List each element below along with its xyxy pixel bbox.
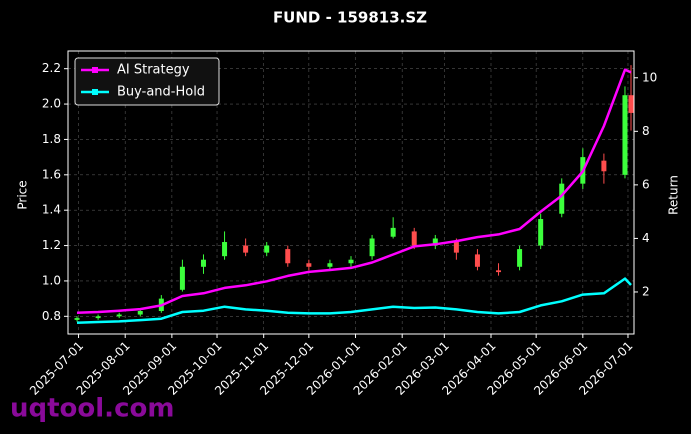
candle-body	[95, 316, 101, 319]
candle-body	[496, 270, 502, 273]
y-tick-label: 1.0	[42, 273, 61, 287]
plot-frame	[67, 50, 635, 335]
y2-tick-label: 10	[642, 70, 657, 84]
candle-body	[137, 311, 143, 315]
candle-body	[474, 254, 480, 267]
candle-body	[538, 219, 544, 246]
y2-tick-label: 2	[642, 284, 650, 298]
legend-box	[74, 57, 220, 106]
y-tick-label: 1.6	[42, 167, 61, 181]
candle-body	[369, 238, 375, 257]
candle-body	[601, 160, 607, 172]
y-axis-label: Price	[16, 180, 30, 209]
candle-body	[74, 318, 80, 320]
y-tick-label: 0.8	[42, 309, 61, 323]
candle-body	[264, 245, 270, 253]
candle-body	[559, 183, 565, 214]
candle-body	[411, 231, 417, 246]
candle-body	[243, 245, 249, 253]
y-tick-label: 2.0	[42, 97, 61, 111]
candle-body	[622, 95, 628, 175]
candle-body	[348, 259, 354, 264]
candle-body	[453, 242, 459, 253]
legend-marker	[92, 89, 98, 95]
candle-body	[285, 249, 291, 264]
y-tick-label: 2.2	[42, 61, 61, 75]
chart-title: FUND - 159813.SZ	[273, 9, 427, 27]
candle-body	[222, 242, 228, 257]
series-line	[76, 277, 632, 325]
y2-tick-label: 6	[642, 177, 650, 191]
legend-label: AI Strategy	[117, 63, 190, 78]
y2-tick-label: 4	[642, 231, 650, 245]
candle-body	[628, 95, 634, 113]
candle-body	[200, 259, 206, 267]
y-tick-label: 1.4	[42, 203, 61, 217]
candle-body	[517, 249, 523, 267]
candle-body	[390, 227, 396, 237]
y-tick-label: 1.2	[42, 238, 61, 252]
series-line	[76, 68, 632, 315]
y2-axis-label: Return	[667, 175, 681, 215]
legend-label: Buy-and-Hold	[117, 85, 205, 100]
watermark: uqtool.com	[10, 394, 174, 424]
legend-marker	[92, 67, 98, 73]
candle-body	[179, 266, 185, 290]
candle-body	[306, 263, 312, 267]
y-tick-label: 1.8	[42, 132, 61, 146]
y2-tick-label: 8	[642, 124, 650, 138]
candle-body	[432, 238, 438, 246]
candle-body	[116, 314, 122, 317]
candle-body	[327, 263, 333, 267]
